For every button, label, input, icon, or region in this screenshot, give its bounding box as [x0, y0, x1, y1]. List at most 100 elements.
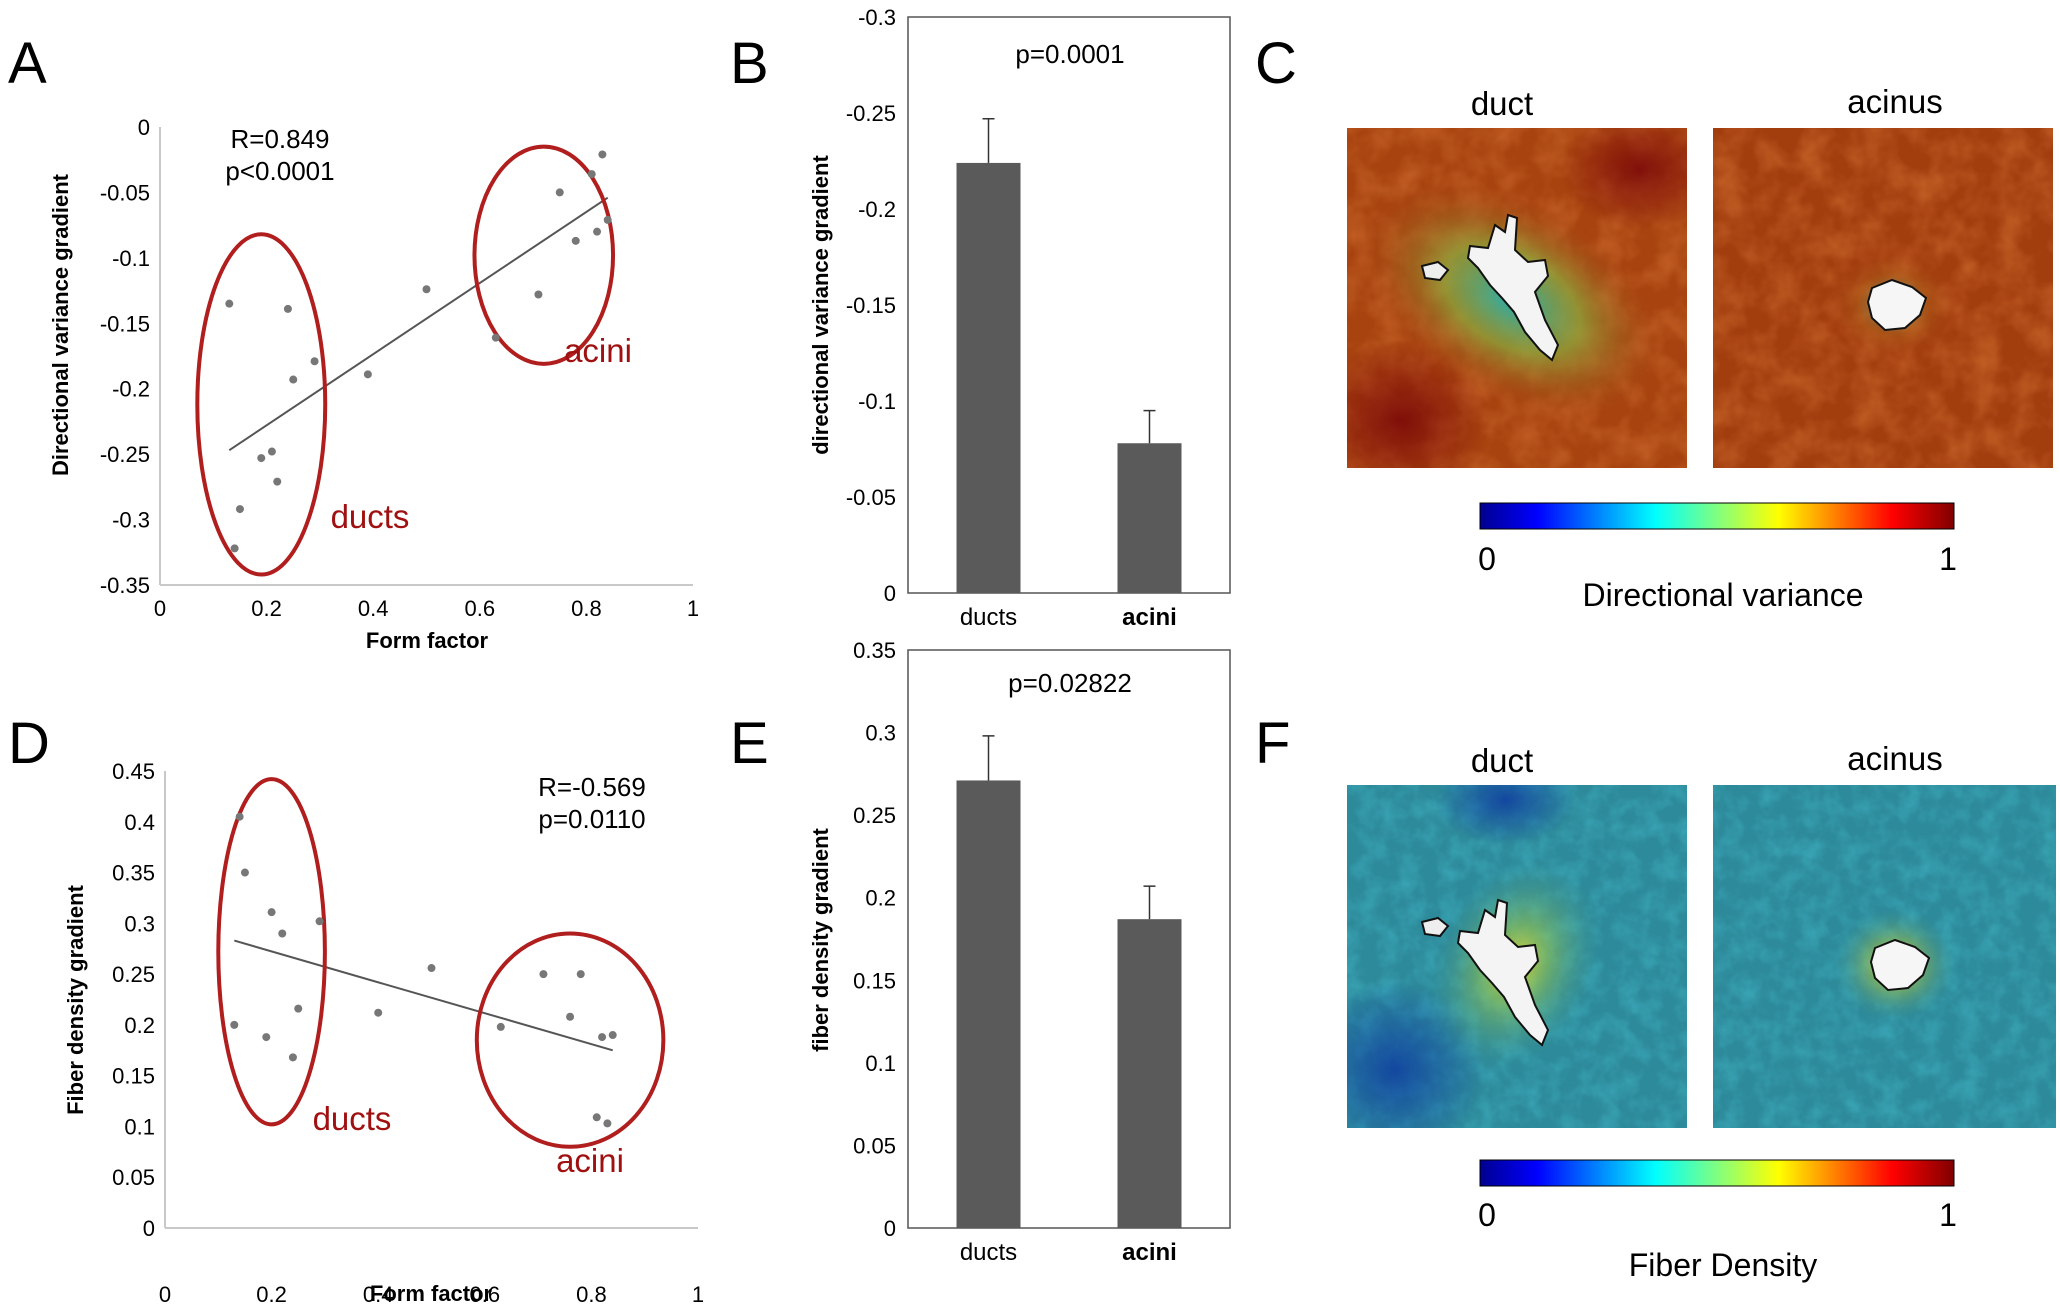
data-point-A [363, 370, 372, 379]
panel-label-e: E [730, 711, 769, 776]
data-point-A [593, 227, 602, 236]
y-axis-label-A: Directional variance gradient [48, 173, 73, 476]
data-point-A [257, 454, 266, 463]
data-point-D [288, 1053, 297, 1062]
data-point-A [571, 236, 580, 245]
ducts-ellipse-D [216, 777, 327, 1127]
data-point-A [491, 333, 500, 342]
y-tick-label-B: -0.25 [846, 101, 896, 126]
bar-ducts-B [956, 162, 1021, 594]
y-tick-label-B: -0.05 [846, 485, 896, 510]
y-tick-label-A: -0.05 [100, 180, 150, 205]
data-point-D [598, 1033, 607, 1042]
data-point-A [310, 357, 319, 366]
y-tick-label-E: 0.3 [865, 721, 896, 746]
data-point-D [315, 917, 324, 926]
x-tick-label-D: 1 [692, 1282, 704, 1306]
panel-label-b: B [730, 31, 769, 96]
x-tick-label-A: 0.2 [251, 596, 282, 621]
data-point-D [539, 970, 548, 979]
p-value-D: p=0.0110 [538, 804, 645, 834]
acinus-directional-variance-image [1713, 128, 2053, 468]
plot-frame-B [907, 16, 1231, 594]
y-tick-label-D: 0.3 [124, 911, 155, 936]
y-tick-label-A: -0.15 [100, 311, 150, 336]
y-tick-label-D: 0.1 [124, 1114, 155, 1139]
y-tick-label-D: 0.15 [112, 1064, 155, 1089]
data-point-D [566, 1012, 575, 1021]
y-tick-label-E: 0.35 [853, 638, 896, 663]
data-point-A [534, 290, 543, 299]
y-axis-label-E: fiber density gradient [808, 827, 833, 1051]
acinus-fd-cell-shape [1869, 938, 1931, 992]
panel-c-acinus-title: acinus [1847, 83, 1942, 120]
data-point-D [278, 929, 287, 938]
trendline-D [234, 939, 613, 1052]
data-point-D [374, 1008, 383, 1017]
x-tick-label-D: 0.2 [256, 1282, 287, 1306]
data-point-A [289, 375, 298, 384]
y-tick-label-E: 0.25 [853, 803, 896, 828]
bar-ducts-E [956, 780, 1021, 1228]
x-tick-label-A: 1 [687, 596, 699, 621]
y-tick-label-E: 0.05 [853, 1133, 896, 1158]
duct-small-cell-shape [1420, 260, 1450, 282]
y-tick-label-B: -0.3 [858, 5, 896, 30]
y-tick-label-D: 0 [143, 1216, 155, 1241]
colorbar-c-min: 0 [1478, 541, 1496, 577]
data-point-A [598, 150, 607, 159]
acini-ellipse-A [472, 144, 616, 366]
data-point-D [496, 1022, 505, 1031]
panel-f-duct-title: duct [1471, 742, 1533, 779]
panel-label-d: D [8, 711, 50, 776]
data-point-A [283, 304, 292, 313]
r-value-A: R=0.849 [230, 124, 329, 154]
y-tick-label-A: -0.3 [112, 508, 150, 533]
x-tick-label-D: 0.8 [576, 1282, 607, 1306]
y-tick-label-E: 0.15 [853, 968, 896, 993]
y-tick-label-D: 0.4 [124, 810, 155, 835]
colorbar-fiber-density [1479, 1159, 1955, 1187]
panel-label-c: C [1255, 31, 1297, 96]
x-axis-label-A: Form factor [366, 628, 489, 653]
x-tick-label-A: 0 [154, 596, 166, 621]
duct-cell-shape [1466, 213, 1560, 362]
acini-ellipse-D [474, 931, 666, 1149]
data-point-D [267, 908, 276, 917]
bar-acini-E [1117, 919, 1182, 1228]
y-tick-label-D: 0.45 [112, 759, 155, 784]
y-tick-label-A: -0.1 [112, 246, 150, 271]
data-point-D [235, 812, 244, 821]
colorbar-c-label: Directional variance [1582, 577, 1863, 613]
acinus-fiber-density-image [1713, 785, 2056, 1128]
y-tick-label-D: 0.25 [112, 962, 155, 987]
colorbar-f-min: 0 [1478, 1197, 1496, 1233]
plot-frame-E [907, 649, 1231, 1229]
acini-label-A: acini [564, 332, 632, 369]
y-tick-label-B: -0.2 [858, 197, 896, 222]
duct-directional-variance-image [1347, 128, 1687, 468]
data-point-D [576, 970, 585, 979]
data-point-D [240, 868, 249, 877]
chart-b-bar: 0 -0.05 -0.1 -0.15 -0.2 -0.25 -0.3 directional … [808, 5, 1231, 631]
y-tick-label-D: 0.35 [112, 861, 155, 886]
data-point-A [587, 170, 596, 179]
data-point-A [267, 447, 276, 456]
trendline-A [228, 196, 609, 452]
ducts-ellipse-A [195, 232, 328, 577]
data-point-A [235, 505, 244, 514]
data-point-D [294, 1004, 303, 1013]
data-point-D [603, 1119, 612, 1128]
p-value-title-B: p=0.0001 [1015, 39, 1124, 69]
category-label-acini-E: acini [1122, 1239, 1177, 1266]
x-tick-label-D: 0 [159, 1282, 171, 1306]
data-point-D [230, 1020, 239, 1029]
acini-label-D: acini [556, 1142, 624, 1179]
data-point-D [262, 1033, 271, 1042]
panel-f-acinus-title: acinus [1847, 740, 1942, 777]
chart-e-bar: 0 0.05 0.1 0.15 0.2 0.25 0.3 0.35 fiber density … [808, 638, 1231, 1266]
chart-a-scatter: 0-0.05-0.1-0.15-0.2-0.25-0.3-0.350 0.2 0.4… [48, 115, 699, 653]
duct-fd-small-cell-shape [1420, 916, 1450, 938]
panel-c-duct-title: duct [1471, 85, 1533, 122]
